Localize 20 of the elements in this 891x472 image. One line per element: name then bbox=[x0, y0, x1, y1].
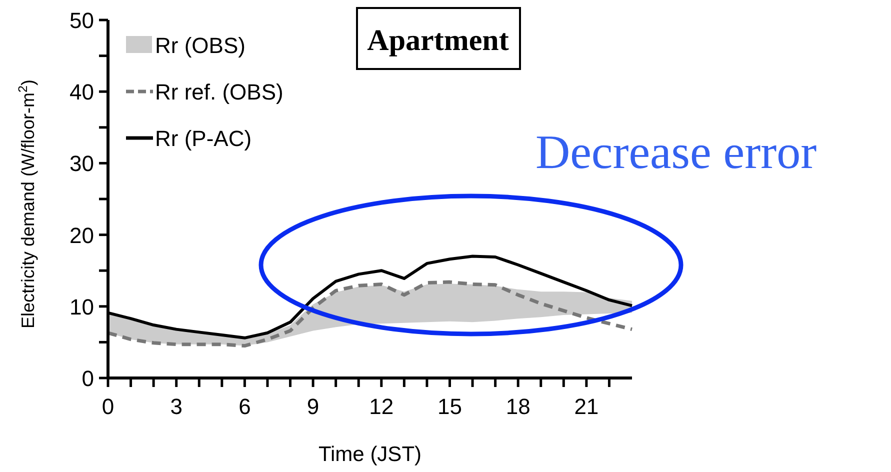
legend-label: Rr ref. (OBS) bbox=[155, 80, 284, 104]
x-tick-label: 0 bbox=[102, 394, 114, 419]
y-tick-label: 0 bbox=[82, 366, 94, 391]
annotation: Apartment bbox=[367, 24, 509, 57]
x-tick-label: 18 bbox=[506, 394, 530, 419]
annotation: Decrease error bbox=[535, 126, 817, 179]
legend-label: Rr (OBS) bbox=[155, 33, 246, 58]
y-tick-label: 50 bbox=[70, 8, 94, 33]
y-tick-label: 30 bbox=[70, 151, 94, 176]
x-tick-label: 21 bbox=[574, 394, 599, 419]
x-axis-title: Time (JST) bbox=[318, 443, 422, 466]
x-tick-label: 3 bbox=[170, 394, 182, 419]
y-tick-label: 10 bbox=[70, 294, 94, 320]
y-tick-label: 40 bbox=[70, 80, 94, 105]
x-tick-label: 9 bbox=[306, 394, 320, 419]
x-tick-label: 6 bbox=[238, 394, 251, 419]
x-tick-label: 15 bbox=[437, 394, 462, 419]
legend-label: Rr (P-AC) bbox=[155, 126, 252, 151]
x-tick-label: 12 bbox=[369, 394, 394, 419]
y-tick-label: 20 bbox=[70, 222, 94, 248]
